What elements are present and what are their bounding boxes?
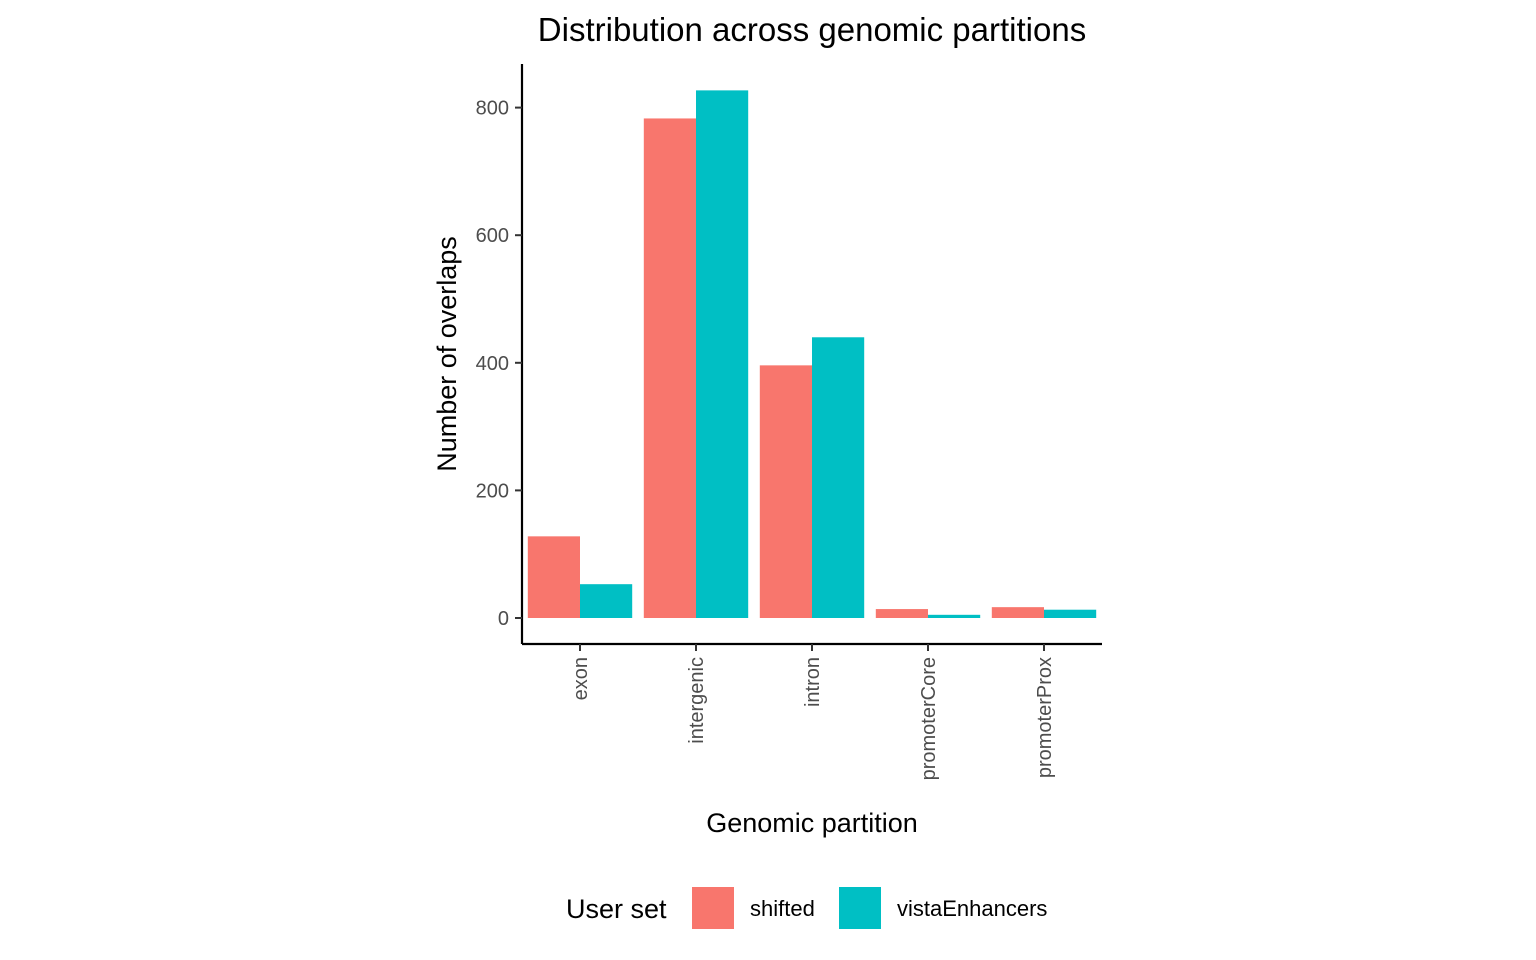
- bar-promotercore-vistaenhancers: [928, 614, 981, 618]
- y-tick-label: 200: [476, 480, 509, 502]
- bar-exon-shifted: [527, 536, 580, 618]
- y-axis-title: Number of overlaps: [432, 236, 462, 472]
- legend-label-shifted: shifted: [750, 896, 815, 921]
- y-axis-ticks: 0 200 400 600 800: [476, 98, 522, 630]
- bar-intron-shifted: [759, 365, 812, 618]
- bar-exon-vistaenhancers: [580, 584, 633, 618]
- bar-intron-vistaenhancers: [812, 337, 865, 618]
- y-tick-label: 800: [476, 98, 509, 120]
- y-tick-label: 600: [476, 225, 509, 247]
- legend-swatch-vistaenhancers: [839, 887, 881, 929]
- y-tick-label: 400: [476, 353, 509, 375]
- x-axis-ticks: exon intergenic intron promoterCore promoter…: [570, 644, 1056, 780]
- y-tick-label: 0: [498, 608, 509, 630]
- bars-group: [527, 90, 1097, 619]
- bar-promoterprox-vistaenhancers: [1044, 609, 1097, 618]
- x-tick-label-intergenic: intergenic: [686, 657, 708, 744]
- legend-swatch-shifted: [692, 887, 734, 929]
- x-axis-title: Genomic partition: [706, 808, 918, 838]
- bar-intergenic-vistaenhancers: [696, 90, 749, 618]
- x-tick-label-intron: intron: [802, 657, 824, 707]
- legend-label-vistaenhancers: vistaEnhancers: [897, 896, 1047, 921]
- x-tick-label-promotercore: promoterCore: [918, 657, 940, 780]
- chart-title: Distribution across genomic partitions: [538, 11, 1086, 48]
- x-tick-label-promoterprox: promoterProx: [1034, 657, 1056, 778]
- bar-promotercore-shifted: [875, 609, 928, 618]
- x-tick-label-exon: exon: [570, 657, 592, 700]
- legend: User set shifted vistaEnhancers: [566, 887, 1047, 929]
- legend-title: User set: [566, 894, 667, 924]
- bar-promoterprox-shifted: [991, 607, 1044, 618]
- bar-intergenic-shifted: [643, 118, 696, 619]
